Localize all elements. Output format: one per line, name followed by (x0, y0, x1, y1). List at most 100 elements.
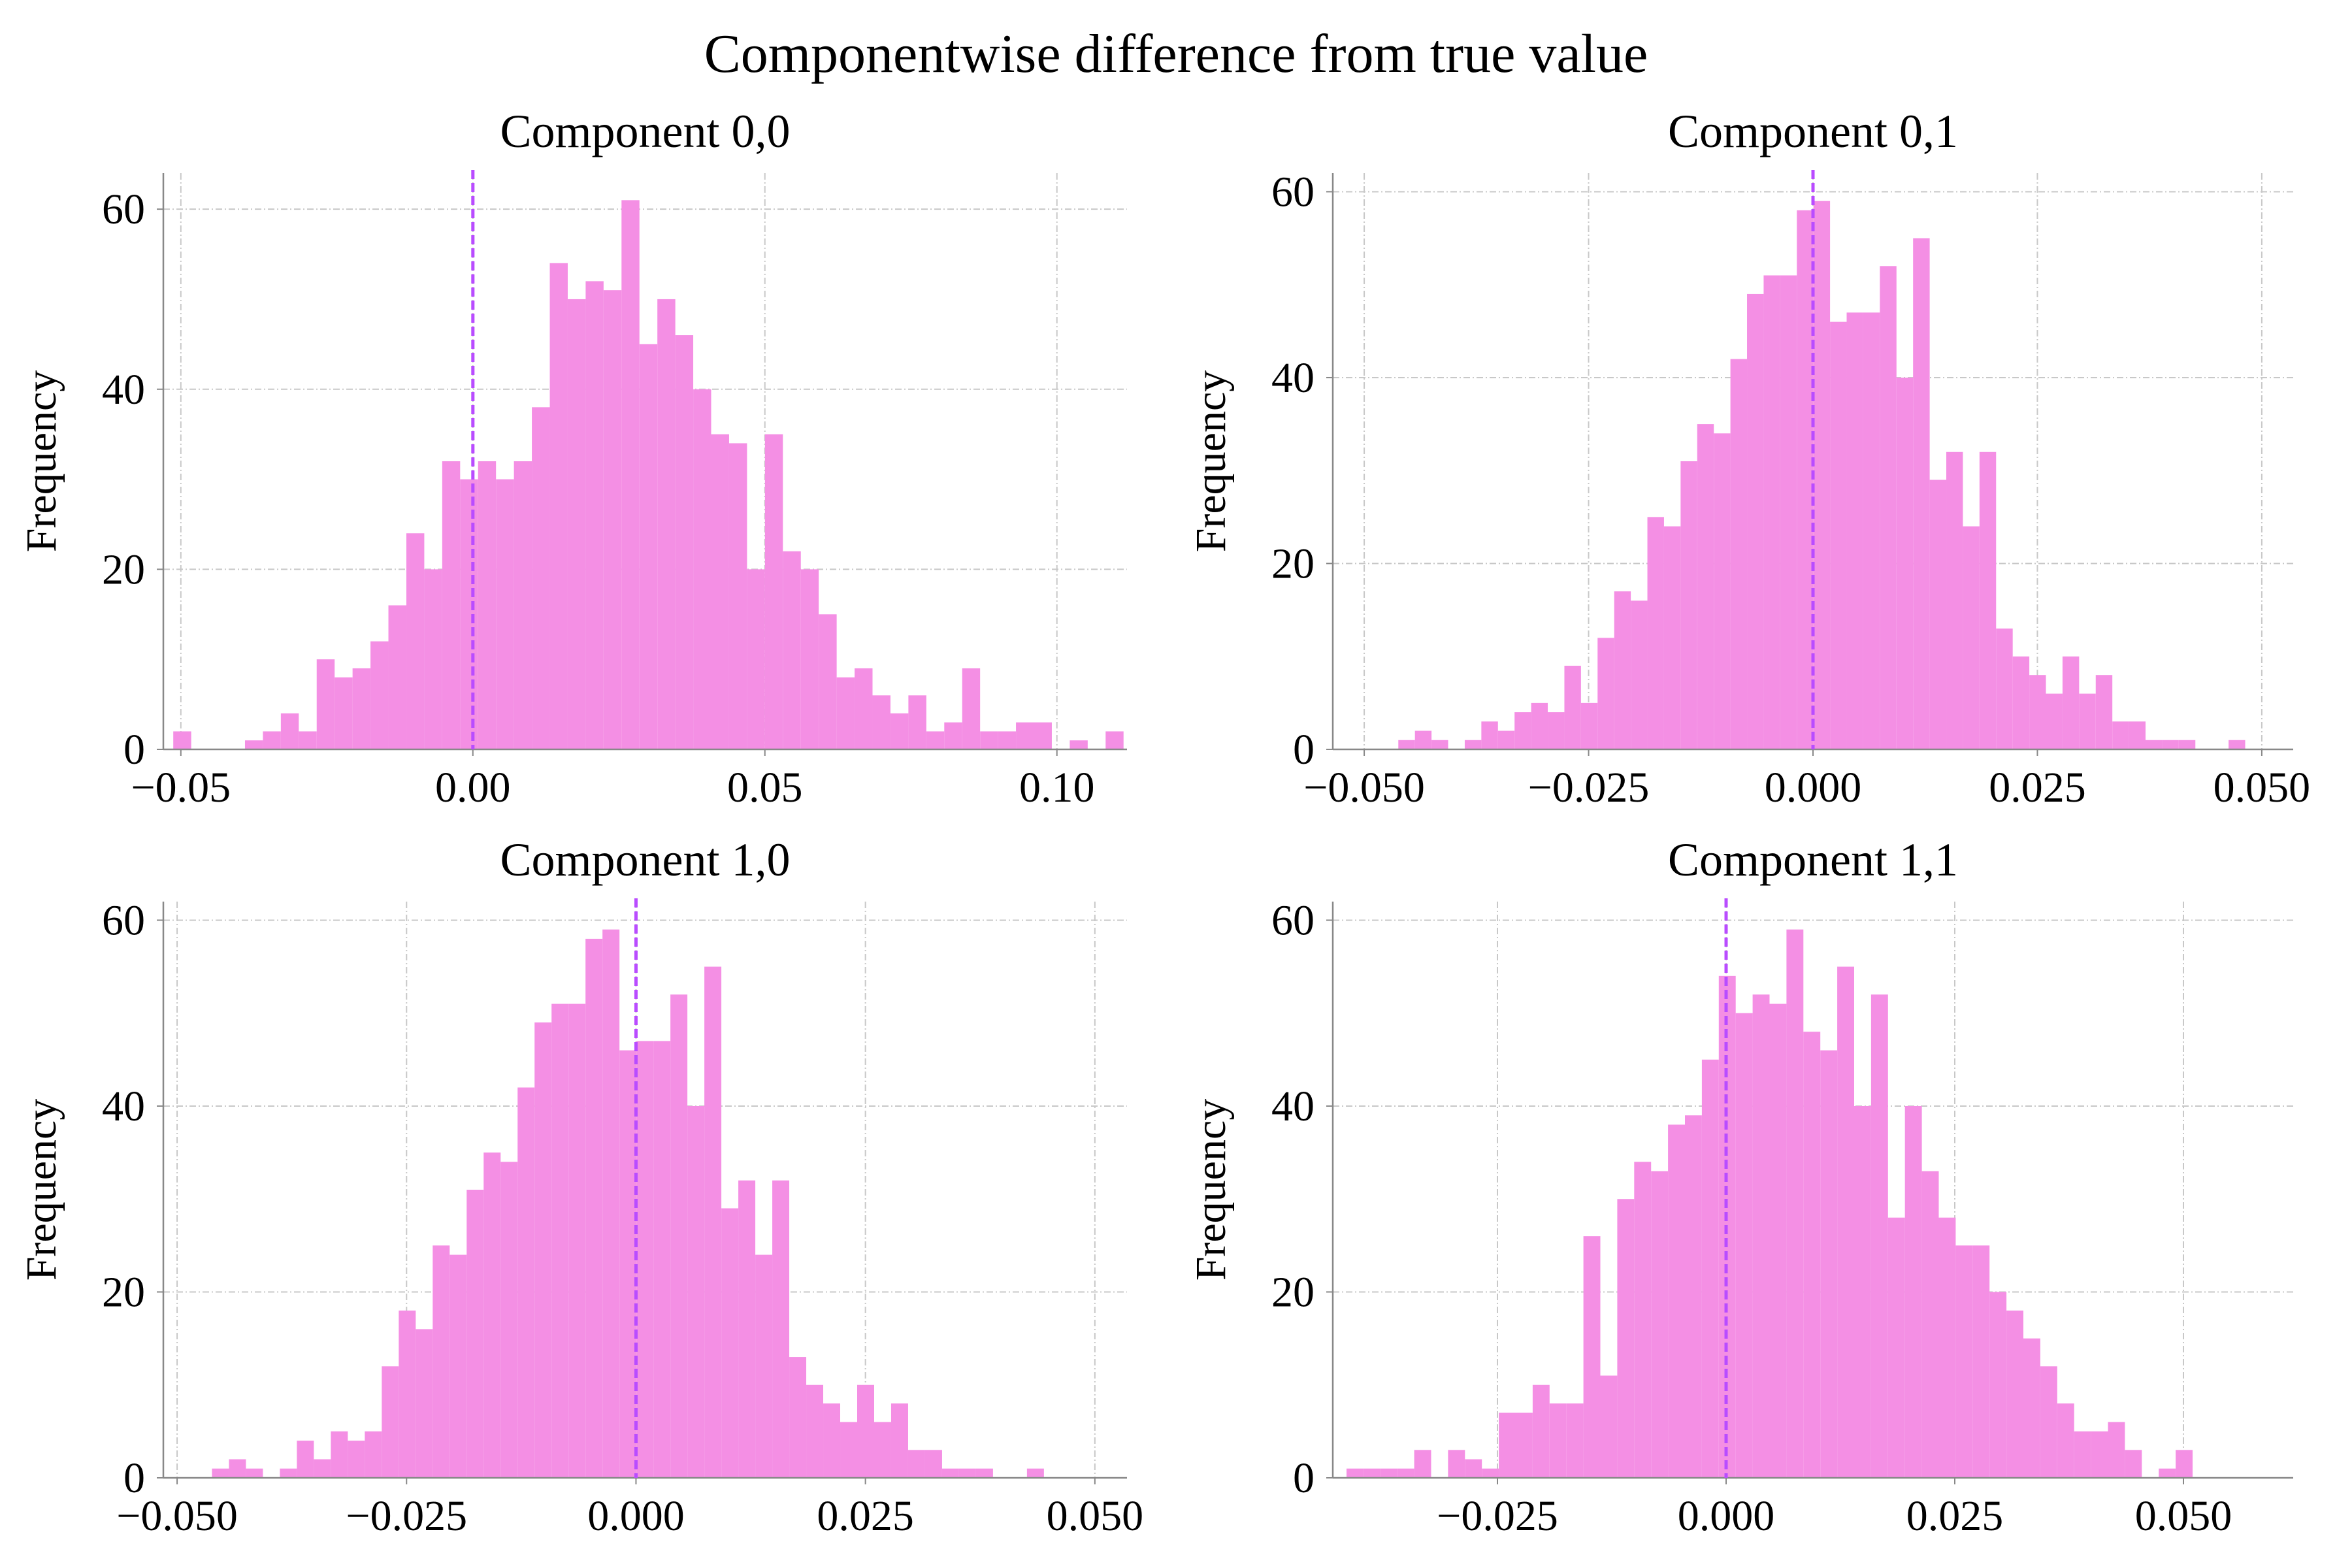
histogram-bar (857, 1384, 874, 1478)
y-tick-label: 0 (123, 1454, 145, 1502)
histogram-bar (1955, 1245, 1973, 1478)
histogram-bar (755, 1254, 773, 1478)
x-tick-label: 0.10 (1019, 764, 1095, 811)
histogram-bar (1714, 433, 1731, 749)
histogram-bar (1701, 1059, 1719, 1478)
histogram-bar (483, 1152, 501, 1478)
histogram-bar (335, 677, 353, 749)
histogram-bar (670, 994, 688, 1478)
y-tick-label: 60 (1271, 168, 1315, 216)
histogram-bar (2079, 693, 2096, 749)
histogram-bar (365, 1431, 382, 1478)
histogram-bar (1996, 629, 2013, 749)
y-tick-label: 0 (1293, 726, 1315, 774)
y-tick-label: 40 (1271, 354, 1315, 402)
histogram-bar (246, 1468, 263, 1478)
histogram-bar (789, 1357, 807, 1478)
histogram-bar (687, 1105, 705, 1478)
histogram-bar (1735, 1013, 1753, 1478)
histogram-bar (1516, 1413, 1533, 1478)
histogram-bar (1634, 1162, 1652, 1478)
x-tick-label: 0.050 (2135, 1492, 2232, 1540)
histogram-bar (1769, 1004, 1787, 1478)
histogram-bar (2229, 740, 2246, 749)
x-tick-label: 0.025 (1906, 1492, 2004, 1540)
x-tick-label: −0.05 (131, 764, 231, 811)
x-tick-label: 0.05 (727, 764, 803, 811)
histogram-bar (1651, 1171, 1669, 1478)
y-tick-label: 60 (102, 896, 145, 944)
histogram-bar (926, 731, 945, 749)
histogram-bar (352, 668, 371, 749)
histogram-bar (534, 1022, 552, 1478)
histogram-bar (1846, 312, 1863, 749)
histogram-bar (653, 1041, 671, 1478)
y-axis-label: Frequency (1187, 370, 1235, 553)
x-tick-label: −0.050 (1303, 764, 1425, 811)
histogram-bar (962, 668, 981, 749)
histogram-bar (675, 335, 694, 749)
histogram-bar (1904, 1105, 1922, 1478)
histogram-bar (1583, 1236, 1601, 1478)
histogram-bar (602, 929, 620, 1478)
histogram-bar (958, 1468, 976, 1478)
x-tick-label: −0.025 (1528, 764, 1650, 811)
histogram-bar (2091, 1431, 2108, 1478)
histogram-bar (449, 1254, 467, 1478)
histogram-bar (1564, 665, 1581, 749)
histogram-bar (1549, 1403, 1567, 1478)
histogram-bar (1514, 712, 1531, 749)
histogram-bar (1747, 293, 1764, 749)
y-tick-label: 20 (1271, 1268, 1315, 1316)
x-tick-label: 0.00 (435, 764, 511, 811)
histogram-bar (1580, 702, 1598, 749)
histogram-bar (2095, 675, 2113, 749)
histogram-bar (244, 740, 263, 749)
histogram-bar (1465, 1459, 1482, 1478)
histogram-bar (1813, 201, 1831, 749)
histogram-bar (998, 731, 1017, 749)
histogram-bar (1398, 740, 1415, 749)
histogram-bar (890, 713, 909, 749)
histogram-bar (331, 1431, 348, 1478)
y-axis-label: Frequency (1187, 1099, 1235, 1281)
histogram-bar (636, 1041, 654, 1478)
histogram-bar (316, 659, 335, 749)
histogram-bar (370, 641, 389, 749)
histogram-bar (747, 569, 765, 749)
histogram-bar (840, 1422, 857, 1478)
histogram-bar (514, 461, 532, 749)
histogram-bar (568, 1004, 586, 1478)
histogram-bar (280, 713, 299, 749)
histogram-bar (1837, 966, 1854, 1478)
x-tick-label: 0.025 (1989, 764, 2086, 811)
y-tick-label: 0 (123, 726, 145, 774)
x-tick-label: 0.000 (1678, 1492, 1775, 1540)
histogram-bar (466, 1190, 484, 1478)
histogram-bar (1597, 638, 1614, 749)
histogram-bar (1913, 238, 1930, 749)
histogram-bar (772, 1180, 790, 1478)
histogram-bar (280, 1468, 297, 1478)
histogram-bar (819, 614, 837, 749)
histogram-bar (1482, 1468, 1499, 1478)
histogram-bar (2046, 693, 2063, 749)
histogram-bar (639, 344, 658, 749)
histogram-bar (2023, 1338, 2040, 1478)
histogram-bar (975, 1468, 993, 1478)
histogram-bar (549, 263, 568, 749)
histogram-bar (348, 1441, 365, 1478)
histogram-bar (299, 731, 317, 749)
histogram-bar (1938, 1217, 1956, 1478)
histogram-bar (2062, 656, 2080, 749)
histogram-bar (944, 722, 962, 749)
histogram-bar (2040, 1366, 2057, 1478)
histogram-bar (855, 668, 873, 749)
x-tick-label: 0.050 (2213, 764, 2311, 811)
histogram-bar (424, 569, 442, 749)
histogram-bar (621, 200, 640, 749)
histogram-bar (890, 1403, 908, 1478)
y-tick-label: 60 (102, 186, 145, 233)
histogram-bar (738, 1180, 756, 1478)
y-tick-label: 20 (1271, 540, 1315, 587)
